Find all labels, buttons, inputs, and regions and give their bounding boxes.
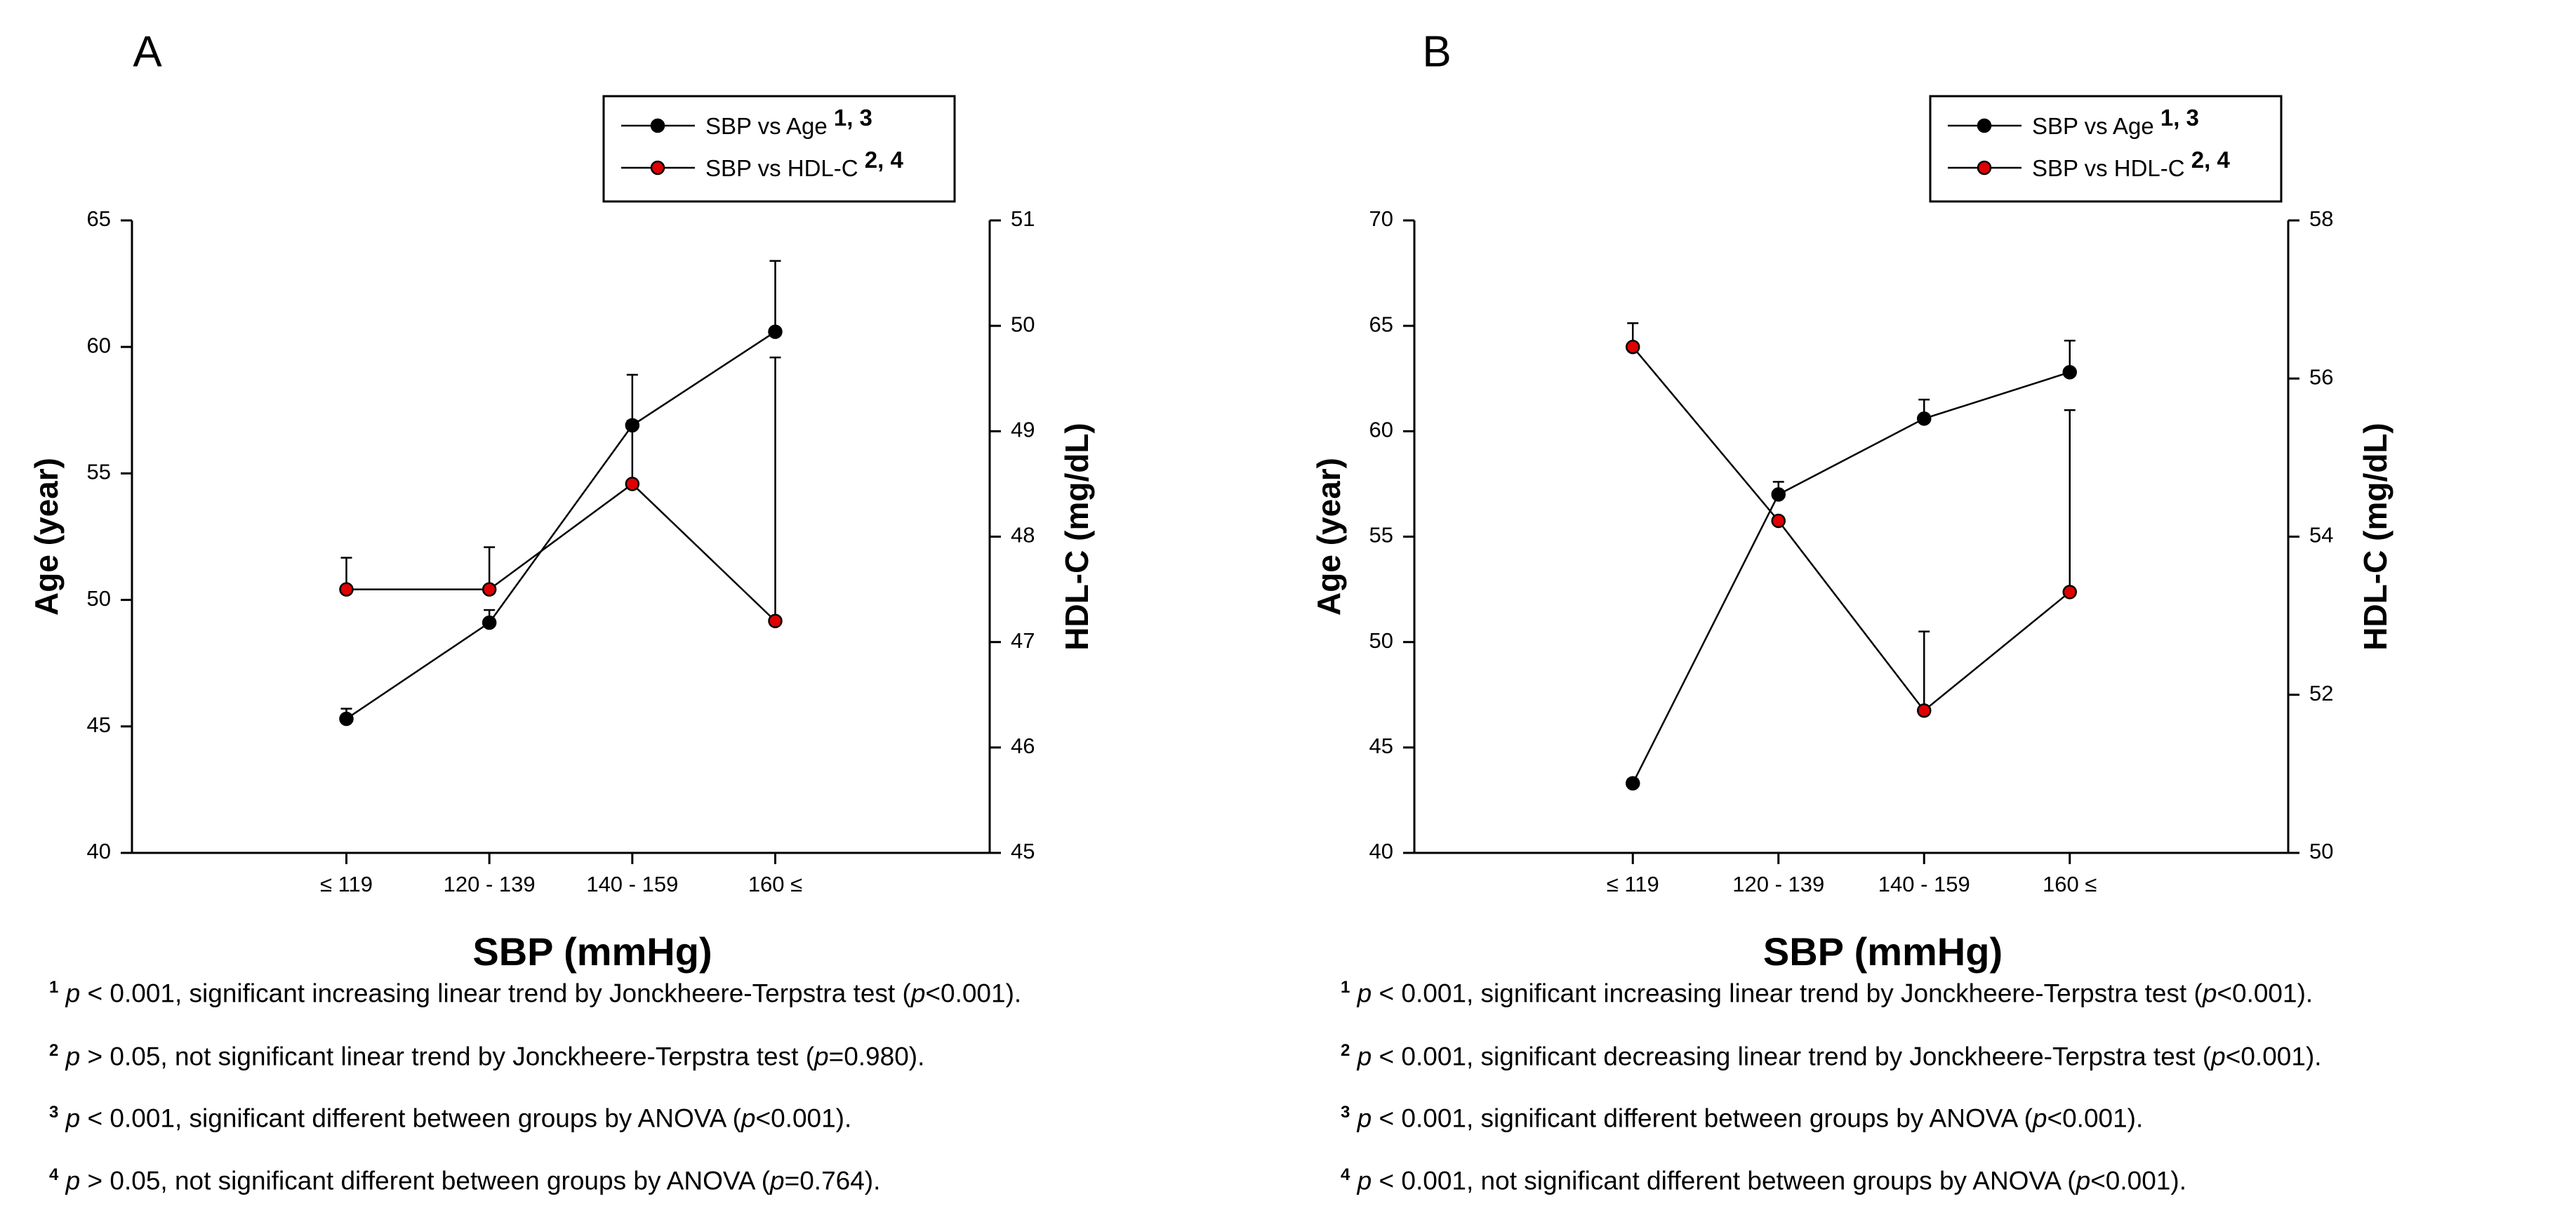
series-line-hdl: [346, 482, 776, 622]
data-point-age: [482, 615, 497, 630]
left-tick-label: 45: [87, 712, 111, 737]
series-line-age: [345, 331, 776, 720]
y-right-title: HDL-C (mg/dL): [2357, 423, 2394, 650]
right-tick-label: 52: [2309, 681, 2333, 705]
right-tick-label: 58: [2309, 206, 2333, 231]
legend-label: SBP vs HDL-C 2, 4: [2032, 147, 2230, 181]
data-point-hdl: [482, 582, 497, 597]
legend-superscript: 2, 4: [2191, 147, 2231, 173]
left-tick-label: 55: [87, 460, 111, 484]
right-tick-label: 54: [2309, 523, 2333, 548]
left-tick-label: 50: [1369, 628, 1393, 653]
data-point-hdl: [1917, 703, 1932, 718]
left-tick-label: 45: [1369, 734, 1393, 758]
y-left-title: Age (year): [1310, 458, 1347, 616]
footnote-b-4: 4 p < 0.001, not significant different b…: [1341, 1165, 2186, 1195]
legend-label: SBP vs Age 1, 3: [2032, 105, 2199, 139]
legend-box: [1929, 95, 2283, 203]
data-point-age: [1626, 776, 1640, 791]
panel-a: A 40 45 50 55 60 65 45 46 47 48 49 50 51 ≤ 119 120 - 13…: [28, 27, 1095, 1195]
right-tick-label: 50: [2309, 839, 2333, 863]
legend-box: [602, 95, 956, 203]
legend-label: SBP vs Age 1, 3: [705, 105, 872, 139]
right-tick-label: 46: [1011, 734, 1035, 758]
data-point-age: [339, 711, 354, 727]
right-tick-label: 49: [1011, 418, 1035, 442]
data-point-hdl: [339, 582, 354, 597]
legend-label-text: SBP vs Age: [705, 113, 834, 139]
footnote-a-2: 2 p > 0.05, not significant linear trend…: [49, 1041, 925, 1071]
y-left-title: Age (year): [28, 458, 65, 616]
footnote-a-4: 4 p > 0.05, not significant different be…: [49, 1165, 881, 1195]
right-tick-label: 45: [1011, 839, 1035, 863]
right-tick-label: 48: [1011, 523, 1035, 548]
data-point-age: [768, 324, 783, 339]
legend-label-text: SBP vs HDL-C: [2032, 155, 2191, 181]
legend-swatch-marker: [1977, 160, 1992, 175]
x-tick-label: ≤ 119: [1607, 872, 1659, 896]
legend-swatch-marker: [650, 118, 665, 133]
x-tick-label: 160 ≤: [748, 872, 802, 896]
data-point-hdl: [625, 477, 640, 491]
x-tick-label: 120 - 139: [444, 872, 536, 896]
left-tick-label: 60: [87, 333, 111, 357]
left-tick-label: 50: [87, 586, 111, 611]
data-point-hdl: [768, 614, 783, 628]
left-tick-label: 55: [1369, 523, 1393, 548]
right-tick-label: 47: [1011, 628, 1035, 653]
left-tick-label: 65: [87, 206, 111, 231]
x-axis-title: SBP (mmHg): [472, 929, 712, 974]
data-point-hdl: [1626, 339, 1640, 354]
x-tick-label: 140 - 159: [1878, 872, 1970, 896]
legend-superscript: 2, 4: [865, 147, 904, 173]
legend-label: SBP vs HDL-C 2, 4: [705, 147, 903, 181]
legend: SBP vs Age 1, 3 SBP vs HDL-C 2, 4: [1929, 95, 2283, 203]
legend-superscript: 1, 3: [834, 105, 872, 131]
footnote-b-1: 1 p < 0.001, significant increasing line…: [1341, 978, 2313, 1008]
footnote-b-2: 2 p < 0.001, significant decreasing line…: [1341, 1041, 2322, 1071]
footnote-a-3: 3 p < 0.001, significant different betwe…: [49, 1103, 852, 1133]
data-point-age: [1917, 411, 1932, 426]
x-tick-label: ≤ 119: [320, 872, 373, 896]
x-tick-label: 120 - 139: [1732, 872, 1824, 896]
x-axis-title: SBP (mmHg): [1763, 929, 2003, 974]
left-tick-label: 60: [1369, 418, 1393, 442]
panel-letter: A: [133, 27, 162, 76]
left-tick-label: 70: [1369, 206, 1393, 231]
data-point-age: [1771, 487, 1786, 502]
footnote-a-1: 1 p < 0.001, significant increasing line…: [49, 978, 1022, 1008]
panel-b: B 40 45 50 55 60 65 70 50 52 54 56 58 ≤ 119 120 - 139 1…: [1288, 0, 2576, 1213]
x-tick-label: 140 - 159: [586, 872, 678, 896]
series-line-age: [1632, 371, 2071, 784]
legend-label-text: SBP vs HDL-C: [705, 155, 865, 181]
chart-b: B 40 45 50 55 60 65 70 50 52 54 56 58 ≤ 119 120 - 139 1…: [1310, 27, 2394, 974]
panel-letter: B: [1422, 27, 1451, 76]
right-tick-label: 56: [2309, 364, 2333, 389]
legend-superscript: 1, 3: [2160, 105, 2199, 131]
y-right-title: HDL-C (mg/dL): [1058, 423, 1095, 650]
legend-swatch-marker: [1977, 118, 1992, 133]
series-line-hdl: [1632, 346, 2071, 712]
x-tick-label: 160 ≤: [2043, 872, 2097, 896]
data-point-hdl: [1771, 513, 1786, 529]
right-tick-label: 51: [1011, 206, 1035, 231]
data-point-age: [2062, 364, 2077, 380]
footnote-b-3: 3 p < 0.001, significant different betwe…: [1341, 1103, 2144, 1133]
legend-label-text: SBP vs Age: [2032, 113, 2160, 139]
data-point-hdl: [2062, 585, 2077, 599]
left-tick-label: 40: [87, 839, 111, 863]
legend: SBP vs Age 1, 3 SBP vs HDL-C 2, 4: [602, 95, 956, 203]
left-tick-label: 65: [1369, 312, 1393, 336]
chart-a: A 40 45 50 55 60 65 45 46 47 48 49 50 51 ≤ 119 120 - 13…: [28, 27, 1095, 974]
left-tick-label: 40: [1369, 839, 1393, 863]
right-tick-label: 50: [1011, 312, 1035, 336]
legend-swatch-marker: [650, 160, 665, 175]
